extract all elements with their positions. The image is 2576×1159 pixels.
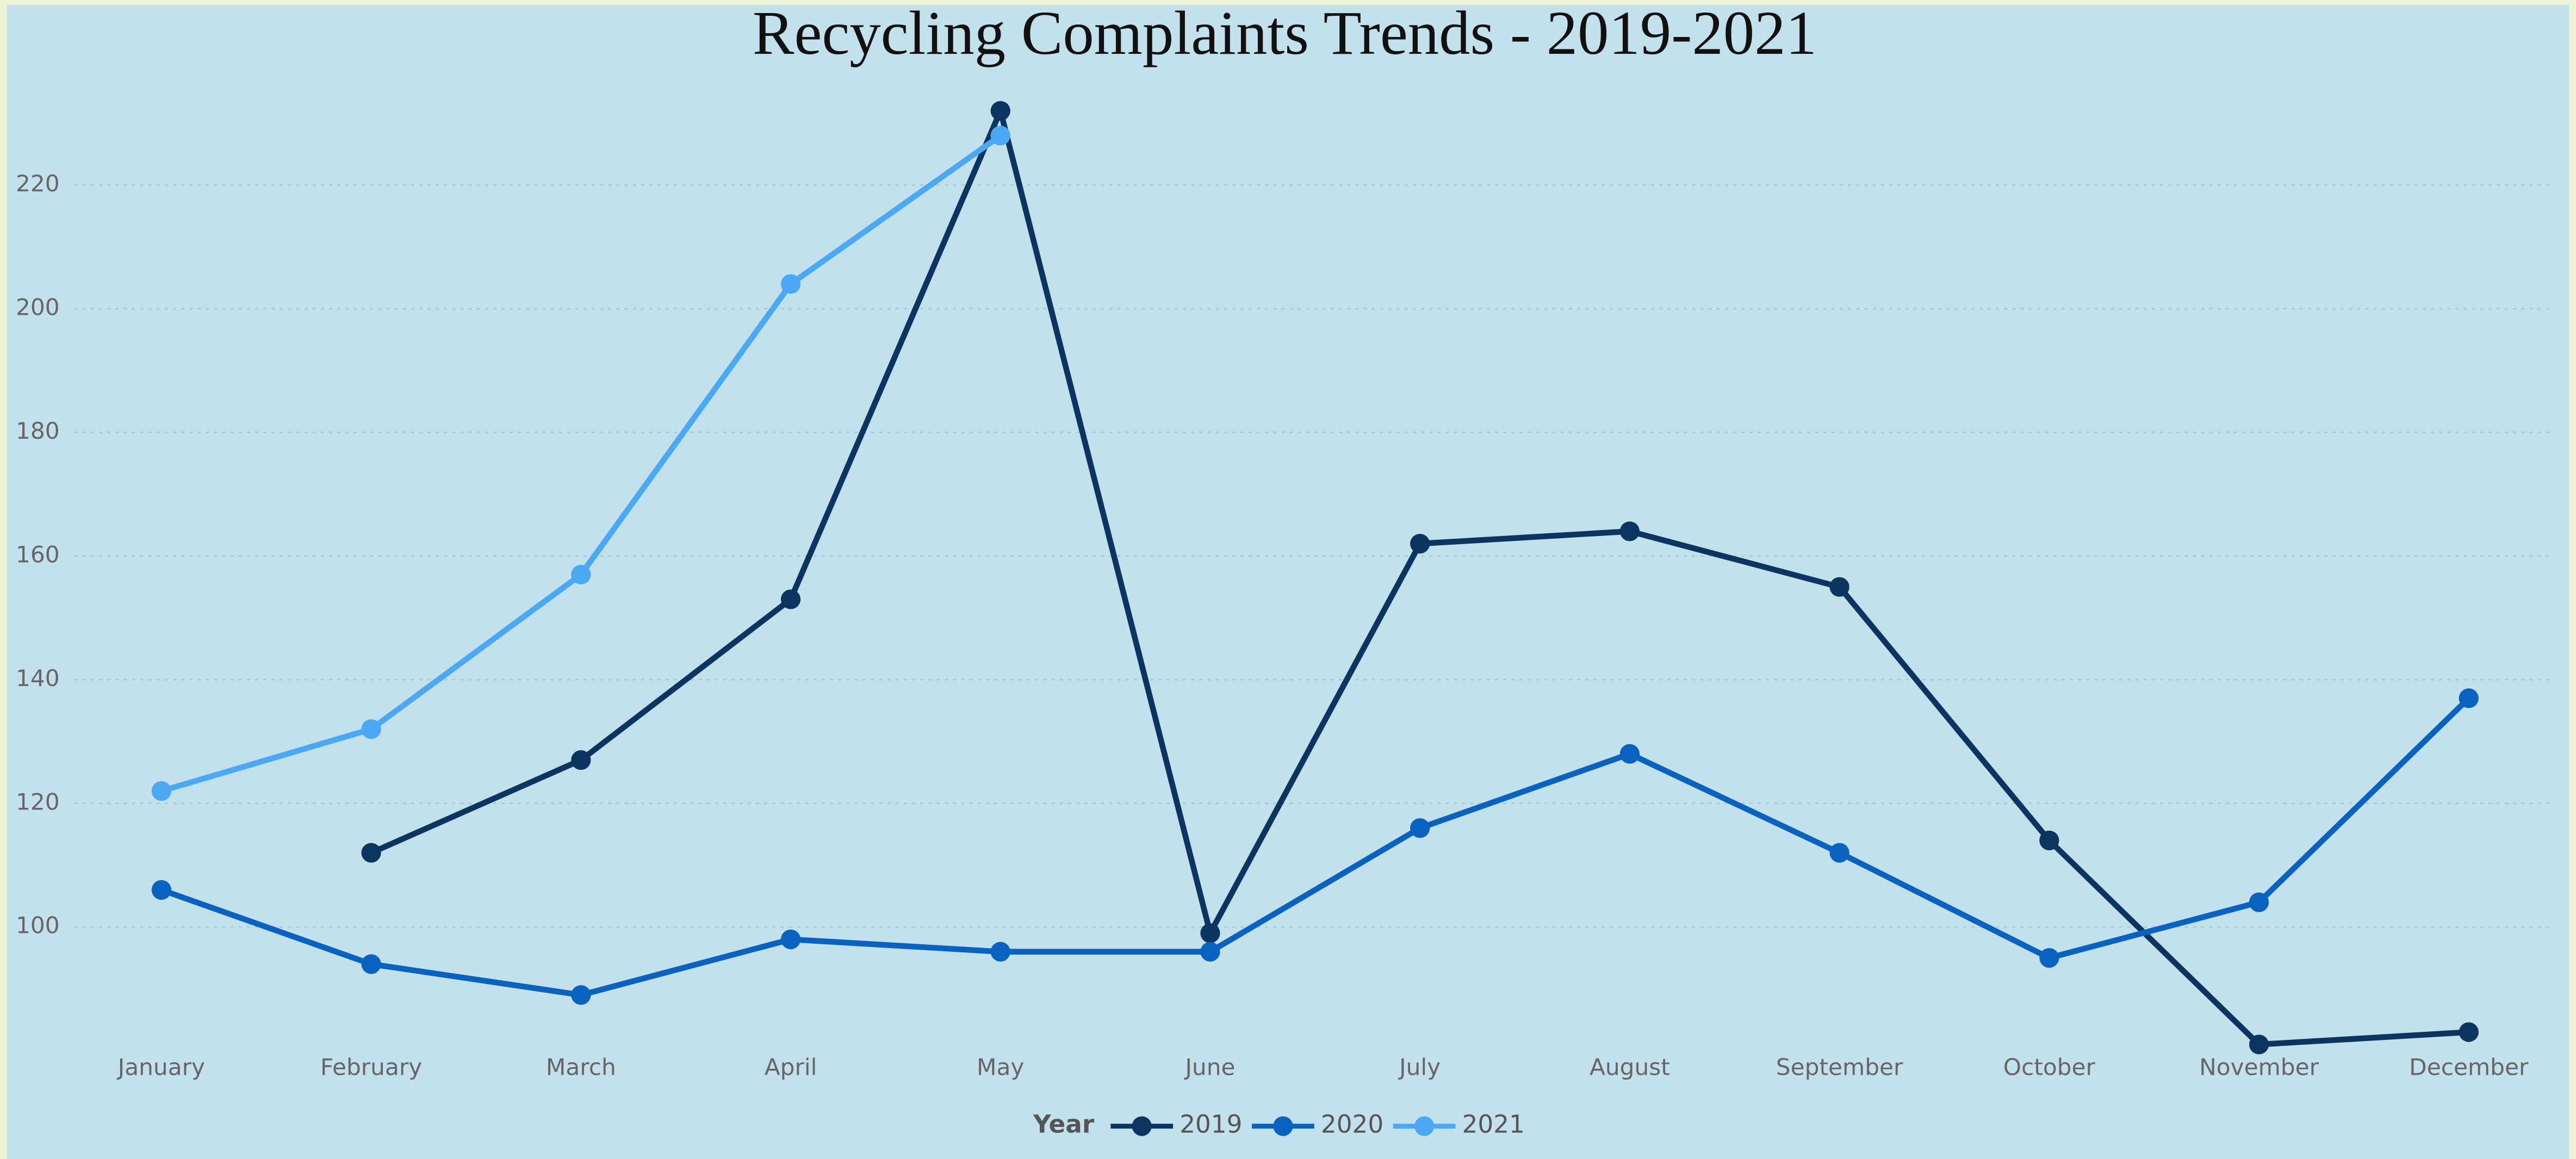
x-tick-label: November xyxy=(2199,1054,2319,1080)
data-point xyxy=(1200,942,1220,962)
x-tick-label: February xyxy=(320,1054,422,1080)
x-tick-label: July xyxy=(1398,1054,1441,1080)
legend-label: 2019 xyxy=(1180,1110,1242,1139)
data-point xyxy=(2039,830,2059,851)
data-point xyxy=(1410,533,1430,554)
x-tick-label: May xyxy=(977,1054,1024,1080)
data-point xyxy=(990,942,1010,962)
legend-label: 2020 xyxy=(1321,1110,1383,1139)
data-point xyxy=(361,719,381,739)
data-point xyxy=(2249,1035,2269,1055)
y-tick-label: 220 xyxy=(16,170,60,197)
data-point xyxy=(990,101,1010,121)
data-point xyxy=(2459,688,2479,708)
chart-title: Recycling Complaints Trends - 2019-2021 xyxy=(753,0,1817,67)
x-tick-label: September xyxy=(1776,1054,1903,1080)
data-point xyxy=(1829,843,1849,863)
x-tick-label: October xyxy=(2003,1054,2096,1080)
x-tick-label: April xyxy=(765,1054,817,1080)
data-point xyxy=(571,750,591,770)
data-point xyxy=(2459,1022,2479,1042)
legend-swatch-dot xyxy=(1132,1116,1152,1136)
data-point xyxy=(571,564,591,585)
y-tick-label: 180 xyxy=(16,418,60,444)
data-point xyxy=(780,274,801,294)
data-point xyxy=(1410,818,1430,838)
data-point xyxy=(1200,923,1220,943)
legend-swatch-dot xyxy=(1414,1116,1435,1136)
x-tick-label: March xyxy=(546,1054,616,1080)
legend-label: 2021 xyxy=(1462,1110,1525,1139)
data-point xyxy=(361,954,381,974)
x-tick-label: January xyxy=(116,1054,205,1080)
series-line xyxy=(160,696,2471,998)
x-tick-label: August xyxy=(1590,1054,1670,1080)
data-point xyxy=(2249,892,2269,912)
data-point xyxy=(780,589,801,609)
data-point xyxy=(361,843,381,863)
data-point xyxy=(1619,744,1640,764)
data-point xyxy=(571,985,591,1005)
x-tick-label: December xyxy=(2409,1054,2529,1080)
data-point xyxy=(990,126,1010,146)
y-tick-label: 120 xyxy=(16,788,60,815)
data-point xyxy=(1829,577,1849,597)
x-tick-label: June xyxy=(1183,1054,1235,1080)
legend-swatch-dot xyxy=(1273,1116,1293,1136)
y-tick-label: 140 xyxy=(16,665,60,691)
y-tick-label: 100 xyxy=(16,912,60,939)
data-point xyxy=(1619,521,1640,541)
y-tick-label: 160 xyxy=(16,541,60,568)
data-point xyxy=(151,880,172,900)
data-point xyxy=(2039,948,2059,968)
legend-title: Year xyxy=(1033,1110,1095,1139)
y-tick-label: 200 xyxy=(16,294,60,320)
plot-background xyxy=(7,5,2569,1159)
data-point xyxy=(151,781,172,801)
data-point xyxy=(780,929,801,950)
